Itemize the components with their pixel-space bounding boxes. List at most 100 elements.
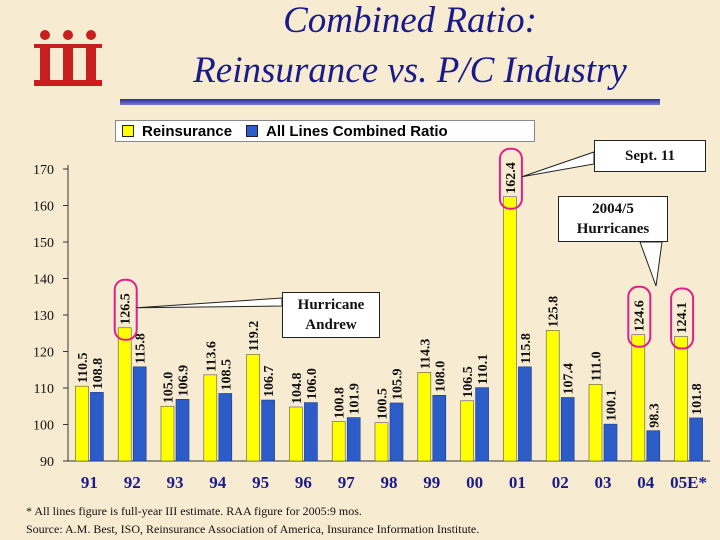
bar-all-lines (646, 430, 661, 462)
bar-reinsurance (588, 384, 603, 462)
data-label-all-lines: 115.8 (519, 333, 534, 364)
iii-logo-icon (34, 30, 102, 86)
page-title-line1: Combined Ratio: (283, 0, 537, 41)
data-label-all-lines: 108.5 (219, 359, 234, 391)
legend-label-all-lines: All Lines Combined Ratio (266, 122, 448, 140)
callout-ring-2004 (627, 285, 652, 348)
callout-ring-2005 (670, 287, 695, 350)
bar-all-lines (90, 392, 104, 462)
data-label-reinsurance: 113.6 (204, 341, 219, 372)
bar-all-lines (603, 423, 618, 462)
callout-pointer-sept11 (521, 151, 595, 178)
data-label-reinsurance: 106.5 (461, 366, 476, 398)
title-underline (120, 99, 660, 105)
bar-reinsurance (75, 385, 89, 462)
legend-swatch-all-lines (246, 125, 259, 137)
bar-all-lines (389, 402, 404, 462)
bar-reinsurance (374, 422, 389, 462)
bar-reinsurance (331, 421, 346, 462)
data-label-reinsurance: 100.8 (333, 387, 348, 419)
legend-item-reinsurance: Reinsurance (122, 123, 232, 140)
bar-reinsurance (203, 374, 218, 462)
x-tick-label: 99 (423, 473, 440, 492)
y-tick-label: 130 (33, 309, 54, 324)
bar-all-lines (346, 417, 361, 462)
legend-swatch-reinsurance (122, 125, 134, 137)
bar-all-lines (175, 399, 190, 462)
x-tick-label: 93 (167, 473, 184, 492)
x-tick-label: 97 (338, 473, 356, 492)
y-tick-label: 150 (33, 236, 54, 251)
data-label-all-lines: 108.8 (91, 358, 106, 390)
data-label-reinsurance: 119.2 (247, 321, 262, 352)
bar-all-lines (218, 393, 233, 462)
data-label-all-lines: 101.9 (348, 383, 363, 415)
data-label-all-lines: 115.8 (134, 333, 149, 364)
callout-ring-1992 (113, 278, 138, 341)
data-label-reinsurance: 126.5 (119, 293, 134, 325)
bar-all-lines (432, 394, 447, 462)
x-tick-label: 05E* (670, 473, 707, 492)
legend-item-all-lines: All Lines Combined Ratio (246, 123, 448, 140)
callout-hurricanes-line1: 2004/5 (592, 201, 634, 217)
bar-reinsurance (460, 400, 474, 462)
x-tick-label: 02 (552, 473, 569, 492)
bar-reinsurance (631, 334, 646, 462)
data-label-reinsurance: 100.5 (376, 388, 391, 420)
data-label-all-lines: 100.1 (605, 390, 620, 422)
y-tick-label: 100 (33, 419, 54, 434)
bar-reinsurance (503, 196, 517, 462)
y-tick-label: 170 (33, 163, 54, 178)
data-label-all-lines: 105.9 (391, 368, 406, 400)
x-tick-label: 04 (637, 473, 655, 492)
x-tick-label: 98 (381, 473, 398, 492)
data-label-all-lines: 110.1 (476, 354, 491, 385)
callout-andrew-line1: Hurricane (297, 297, 365, 313)
bar-all-lines (132, 366, 147, 462)
data-label-reinsurance: 125.8 (547, 296, 562, 328)
bar-reinsurance (289, 406, 303, 462)
data-label-all-lines: 106.0 (305, 368, 320, 400)
bar-all-lines (518, 366, 532, 462)
bar-all-lines (304, 402, 318, 462)
data-label-reinsurance: 124.6 (632, 300, 647, 332)
x-tick-label: 91 (81, 473, 98, 492)
bar-all-lines (475, 387, 489, 462)
data-label-all-lines: 101.8 (690, 383, 705, 415)
callout-hurricanes: 2004/5 Hurricanes (558, 196, 668, 242)
bar-all-lines (261, 399, 275, 462)
x-tick-label: 01 (509, 473, 526, 492)
callout-pointer-hurricanes (639, 241, 663, 287)
bar-reinsurance (417, 372, 432, 462)
chart-legend: Reinsurance All Lines Combined Ratio (115, 120, 535, 142)
x-tick-label: 95 (252, 473, 269, 492)
data-label-reinsurance: 162.4 (504, 162, 519, 194)
footnote-source: Source: A.M. Best, ISO, Reinsurance Asso… (26, 522, 480, 536)
callout-hurricanes-line2: Hurricanes (576, 221, 650, 237)
y-tick-label: 160 (33, 200, 54, 215)
callout-sept11: Sept. 11 (594, 140, 706, 172)
bar-all-lines (689, 417, 703, 462)
callout-andrew: Hurricane Andrew (282, 292, 380, 338)
bar-reinsurance (246, 354, 260, 462)
bar-reinsurance (545, 330, 560, 462)
data-label-reinsurance: 124.1 (675, 302, 690, 334)
data-label-all-lines: 106.7 (262, 366, 277, 398)
bar-reinsurance (160, 405, 175, 462)
callout-ring-2001 (498, 147, 523, 210)
callout-pointer-andrew (136, 297, 283, 309)
y-tick-label: 140 (33, 273, 54, 288)
x-tick-label: 03 (595, 473, 612, 492)
data-label-all-lines: 106.9 (177, 365, 192, 397)
x-tick-label: 94 (209, 473, 227, 492)
callout-sept11-text: Sept. 11 (624, 148, 675, 164)
callout-andrew-line2: Andrew (305, 317, 357, 333)
data-label-reinsurance: 110.5 (76, 352, 91, 383)
page-title-line2: Reinsurance vs. P/C Industry (193, 50, 627, 91)
y-tick-label: 90 (40, 455, 54, 470)
bar-reinsurance (674, 336, 688, 462)
y-tick-label: 110 (34, 382, 54, 397)
data-label-reinsurance: 114.3 (418, 339, 433, 370)
x-tick-label: 92 (124, 473, 141, 492)
